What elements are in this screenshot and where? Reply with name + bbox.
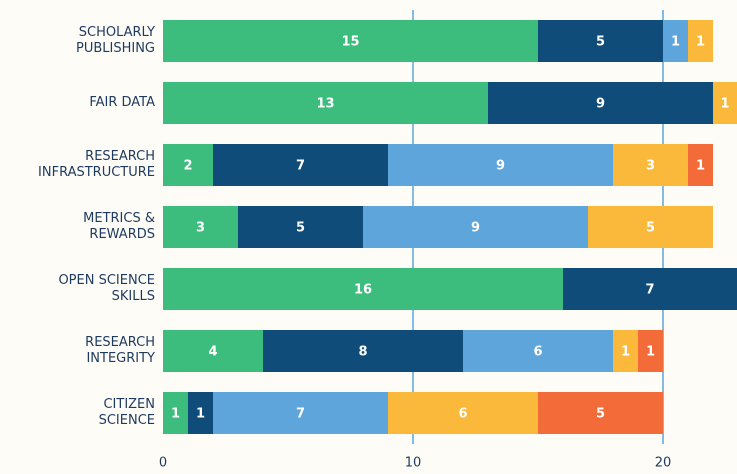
bar-segment (388, 392, 538, 434)
value-label: 13 (316, 97, 334, 112)
bar-segment (238, 206, 363, 248)
value-label: 1 (196, 407, 205, 422)
bar-segment (388, 144, 613, 186)
bar-segment (163, 144, 213, 186)
category-label: FAIR DATA (89, 95, 155, 110)
x-tick-label: 20 (655, 456, 672, 471)
x-tick-label: 10 (405, 456, 422, 471)
value-label: 7 (296, 159, 305, 174)
category-label: RESEARCH INFRASTRUCTURE (38, 149, 155, 180)
value-label: 1 (696, 159, 705, 174)
value-label: 5 (596, 407, 605, 422)
bar-segment (663, 20, 688, 62)
bar-segment (163, 206, 238, 248)
category-label: OPEN SCIENCE SKILLS (58, 273, 155, 304)
value-label: 5 (296, 221, 305, 236)
value-label: 6 (533, 345, 542, 360)
bar-segment (638, 330, 663, 372)
value-label: 16 (354, 283, 372, 298)
bar-segment (263, 330, 463, 372)
value-label: 1 (696, 35, 705, 50)
bar-segment (163, 330, 263, 372)
bar-segment (213, 144, 388, 186)
value-label: 4 (208, 345, 217, 360)
value-label: 3 (196, 221, 205, 236)
value-label: 1 (671, 35, 680, 50)
value-label: 9 (496, 159, 505, 174)
value-label: 2 (183, 159, 192, 174)
bar-segment (563, 268, 737, 310)
bar-segment (163, 268, 563, 310)
bar-segment (363, 206, 588, 248)
value-label: 3 (646, 159, 655, 174)
value-label: 9 (471, 221, 480, 236)
category-label: CITIZEN SCIENCE (98, 397, 155, 428)
value-label: 1 (720, 97, 729, 112)
bar-segment (163, 392, 188, 434)
bar-segment (538, 20, 663, 62)
bar-segment (163, 20, 538, 62)
bar-segment (613, 144, 688, 186)
bar-segment (488, 82, 713, 124)
bar-segment (163, 82, 488, 124)
value-label: 1 (646, 345, 655, 360)
category-label: METRICS & REWARDS (83, 211, 155, 242)
bar-segment (463, 330, 613, 372)
bar-segment (688, 20, 713, 62)
value-label: 6 (458, 407, 467, 422)
value-label: 15 (341, 35, 359, 50)
bar-segment (688, 144, 713, 186)
category-label: SCHOLARLY PUBLISHING (75, 25, 155, 56)
value-label: 8 (358, 345, 367, 360)
bar-segment (613, 330, 638, 372)
value-label: 5 (646, 221, 655, 236)
value-label: 5 (596, 35, 605, 50)
bar-segment (188, 392, 213, 434)
x-tick-label: 0 (159, 456, 167, 471)
value-label: 9 (596, 97, 605, 112)
value-label: 1 (171, 407, 180, 422)
bar-segment (213, 392, 388, 434)
bar-segment (538, 392, 663, 434)
bar-segment (713, 82, 737, 124)
category-label: RESEARCH INTEGRITY (85, 335, 155, 366)
value-label: 1 (621, 345, 630, 360)
value-label: 7 (296, 407, 305, 422)
bar-segment (588, 206, 713, 248)
value-label: 7 (645, 283, 654, 298)
